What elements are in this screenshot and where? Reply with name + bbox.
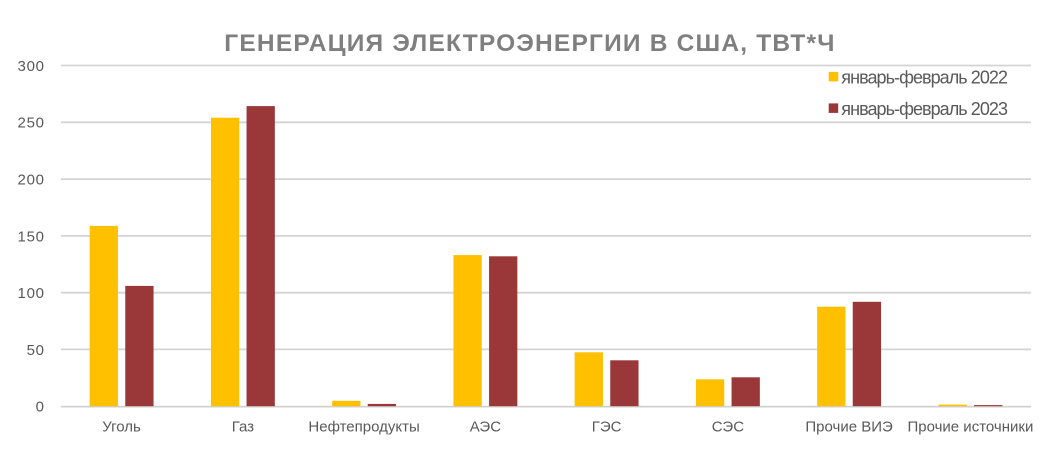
svg-text:250: 250 [18, 115, 45, 132]
svg-text:50: 50 [27, 342, 45, 359]
svg-text:150: 150 [18, 228, 45, 245]
svg-text:АЭС: АЭС [470, 419, 501, 436]
svg-text:Газ: Газ [232, 419, 254, 436]
svg-text:0: 0 [36, 399, 45, 416]
svg-text:300: 300 [18, 58, 45, 75]
svg-text:Нефтепродукты: Нефтепродукты [308, 419, 419, 436]
svg-text:январь-февраль 2023: январь-февраль 2023 [841, 99, 1008, 119]
svg-text:200: 200 [18, 172, 45, 189]
svg-text:СЭС: СЭС [712, 419, 744, 436]
svg-text:Уголь: Уголь [102, 419, 141, 436]
svg-text:январь-февраль 2022: январь-февраль 2022 [841, 67, 1008, 87]
svg-text:100: 100 [18, 285, 45, 302]
svg-text:Прочие источники: Прочие источники [907, 419, 1033, 436]
svg-text:ГЭС: ГЭС [592, 419, 622, 436]
svg-text:Прочие ВИЭ: Прочие ВИЭ [805, 419, 893, 436]
svg-text:ГЕНЕРАЦИЯ ЭЛЕКТРОЭНЕРГИИ В США: ГЕНЕРАЦИЯ ЭЛЕКТРОЭНЕРГИИ В США, ТВТ*Ч [224, 30, 835, 57]
